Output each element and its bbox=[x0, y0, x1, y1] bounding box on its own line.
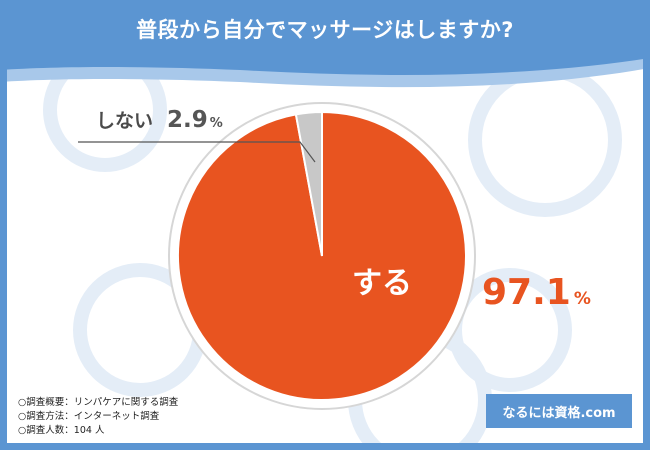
header-band bbox=[0, 0, 650, 88]
survey-note: ○調査人数：104 人 bbox=[18, 425, 105, 436]
frame-border-left bbox=[0, 0, 7, 450]
label-yes-value: 97.1% bbox=[482, 272, 591, 313]
leader-line bbox=[78, 141, 316, 163]
frame-border-bottom bbox=[0, 443, 650, 450]
frame-border-right bbox=[643, 0, 650, 450]
label-no: しない 2.9% bbox=[96, 106, 223, 133]
survey-note: ○調査概要：リンパケアに関する調査 bbox=[18, 397, 179, 408]
survey-note: ○調査方法：インターネット調査 bbox=[18, 411, 160, 422]
slice-value-yes: 97.1 bbox=[482, 272, 571, 313]
survey-notes: ○調査概要：リンパケアに関する調査 ○調査方法：インターネット調査 ○調査人数：… bbox=[18, 396, 178, 438]
pie-slice-no bbox=[294, 110, 323, 257]
brand-badge: なるには資格.com bbox=[486, 394, 632, 428]
slice-label-no: しない bbox=[96, 110, 154, 132]
slice-label-yes: する bbox=[352, 266, 412, 301]
slice-value-no: 2.9 bbox=[167, 107, 208, 133]
percent-unit: % bbox=[573, 289, 591, 309]
chart-title: 普段から自分でマッサージはしますか? bbox=[136, 18, 514, 42]
percent-unit: % bbox=[209, 116, 223, 131]
